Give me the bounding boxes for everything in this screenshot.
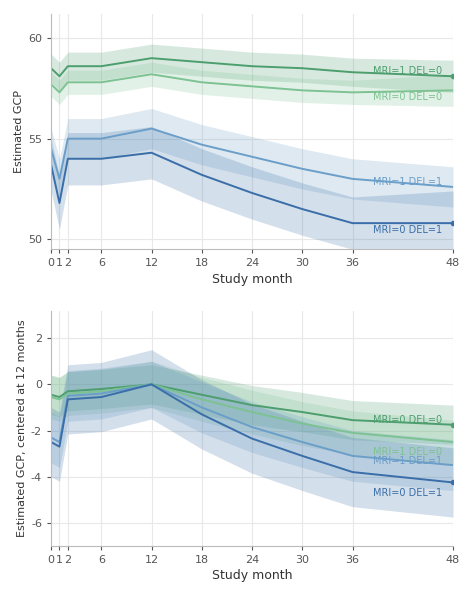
X-axis label: Study month: Study month [212,569,292,582]
Text: MRI=1 DEL=1: MRI=1 DEL=1 [374,455,443,465]
Text: MRI=1 DEL=0: MRI=1 DEL=0 [374,66,443,76]
Text: MRI=0 DEL=1: MRI=0 DEL=1 [374,225,443,235]
Y-axis label: Estimated GCP, centered at 12 months: Estimated GCP, centered at 12 months [17,319,27,537]
Text: MRI=1 DEL=1: MRI=1 DEL=1 [374,177,443,187]
Text: MRI=0 DEL=0: MRI=0 DEL=0 [374,415,443,425]
Text: MRI=1 DEL=0: MRI=1 DEL=0 [374,448,443,458]
Text: MRI=0 DEL=1: MRI=0 DEL=1 [374,488,443,498]
Y-axis label: Estimated GCP: Estimated GCP [14,90,24,173]
X-axis label: Study month: Study month [212,272,292,285]
Text: MRI=0 DEL=0: MRI=0 DEL=0 [374,92,443,103]
